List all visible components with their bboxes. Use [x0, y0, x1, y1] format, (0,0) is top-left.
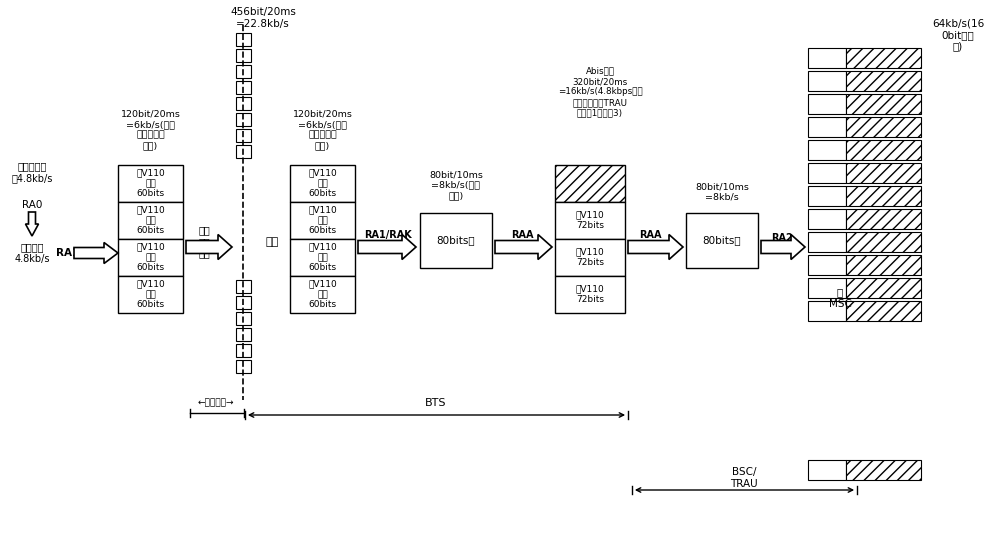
Bar: [808, 255, 846, 275]
Bar: [555, 239, 625, 276]
Bar: [290, 165, 355, 202]
Text: BTS: BTS: [425, 398, 447, 408]
Bar: [808, 48, 846, 68]
Bar: [846, 232, 921, 252]
Bar: [290, 239, 355, 276]
Text: 帧V110
72bits: 帧V110 72bits: [576, 248, 604, 267]
Bar: [290, 276, 355, 313]
Bar: [846, 94, 921, 114]
Bar: [236, 113, 251, 126]
Polygon shape: [358, 235, 416, 259]
Bar: [420, 213, 492, 268]
Bar: [555, 165, 625, 202]
Text: 80bits帧: 80bits帧: [703, 236, 741, 245]
Bar: [808, 71, 846, 91]
Polygon shape: [761, 235, 805, 259]
Text: ←空中接口→: ←空中接口→: [198, 398, 234, 408]
Bar: [236, 81, 251, 94]
Text: BSC/
TRAU: BSC/ TRAU: [730, 467, 758, 489]
Text: 去
MSC: 去 MSC: [829, 287, 851, 309]
Text: 帧V110
72bits: 帧V110 72bits: [576, 285, 604, 304]
Bar: [236, 280, 251, 293]
Text: RA0: RA0: [22, 200, 42, 210]
Text: Abis接口
320bit/20ms
=16kb/s(4.8kbps的用
户数据只占用TRAU
帧位置1和位置3): Abis接口 320bit/20ms =16kb/s(4.8kbps的用 户数据…: [558, 67, 642, 117]
Text: 帧V110
修正
60bits: 帧V110 修正 60bits: [136, 280, 165, 309]
Bar: [846, 255, 921, 275]
Polygon shape: [26, 212, 38, 236]
Text: 帧V110
修正
60bits: 帧V110 修正 60bits: [308, 169, 337, 198]
Bar: [808, 117, 846, 137]
Text: 80bits帧: 80bits帧: [437, 236, 475, 245]
Bar: [846, 71, 921, 91]
Bar: [236, 33, 251, 46]
Bar: [846, 48, 921, 68]
Text: 帧V110
修正
60bits: 帧V110 修正 60bits: [136, 169, 165, 198]
Bar: [846, 278, 921, 298]
Bar: [808, 301, 846, 321]
Bar: [236, 129, 251, 142]
Bar: [808, 209, 846, 229]
Bar: [236, 360, 251, 373]
Text: 120bit/20ms
=6kb/s(信道
解码器输出
速率): 120bit/20ms =6kb/s(信道 解码器输出 速率): [293, 110, 352, 150]
Text: RA2: RA2: [771, 233, 793, 243]
Bar: [808, 232, 846, 252]
Bar: [236, 296, 251, 309]
Bar: [846, 163, 921, 183]
Bar: [236, 65, 251, 78]
Bar: [118, 165, 183, 202]
Text: 帧V110
修正
60bits: 帧V110 修正 60bits: [308, 206, 337, 235]
Text: 帧V110
修正
60bits: 帧V110 修正 60bits: [308, 243, 337, 272]
Text: 120bit/20ms
=6kb/s(信道
编码器输入
速率): 120bit/20ms =6kb/s(信道 编码器输入 速率): [121, 110, 180, 150]
Bar: [290, 202, 355, 239]
Text: 译码: 译码: [265, 237, 279, 247]
Bar: [808, 460, 846, 480]
Polygon shape: [628, 235, 683, 259]
Bar: [236, 49, 251, 62]
Bar: [555, 202, 625, 239]
Bar: [118, 202, 183, 239]
Bar: [236, 344, 251, 357]
Text: RA1/RAK: RA1/RAK: [364, 230, 412, 240]
Text: 64kb/s(16
0bit数据
帧): 64kb/s(16 0bit数据 帧): [932, 18, 984, 52]
Text: 帧V110
72bits: 帧V110 72bits: [576, 211, 604, 230]
Bar: [846, 140, 921, 160]
Text: RAA: RAA: [511, 230, 533, 240]
Polygon shape: [74, 243, 118, 264]
Polygon shape: [495, 235, 552, 259]
Bar: [846, 301, 921, 321]
Text: 原始异步数
据4.8kb/s: 原始异步数 据4.8kb/s: [11, 161, 53, 183]
Bar: [808, 278, 846, 298]
Text: 80bit/10ms
=8kb/s(中间
速率): 80bit/10ms =8kb/s(中间 速率): [429, 170, 483, 200]
Bar: [846, 209, 921, 229]
Text: 帧V110
修正
60bits: 帧V110 修正 60bits: [136, 243, 165, 272]
Bar: [808, 94, 846, 114]
Text: RAA: RAA: [639, 230, 661, 240]
Bar: [118, 276, 183, 313]
Bar: [118, 239, 183, 276]
Bar: [236, 97, 251, 110]
Text: 帧V110
修正
60bits: 帧V110 修正 60bits: [308, 280, 337, 309]
Text: 456bit/20ms
=22.8kb/s: 456bit/20ms =22.8kb/s: [230, 7, 296, 29]
Text: 帧V110
修正
60bits: 帧V110 修正 60bits: [136, 206, 165, 235]
Bar: [236, 328, 251, 341]
Bar: [555, 276, 625, 313]
Bar: [846, 186, 921, 206]
Text: 同步数据
4.8kb/s: 同步数据 4.8kb/s: [14, 242, 50, 264]
Bar: [846, 460, 921, 480]
Polygon shape: [186, 235, 232, 259]
Text: 无线
界面
编码: 无线 界面 编码: [198, 226, 210, 259]
Text: RA1: RA1: [56, 248, 80, 258]
Bar: [808, 140, 846, 160]
Bar: [846, 117, 921, 137]
Bar: [236, 312, 251, 325]
Bar: [686, 213, 758, 268]
Bar: [808, 163, 846, 183]
Bar: [236, 145, 251, 158]
Text: 80bit/10ms
=8kb/s: 80bit/10ms =8kb/s: [695, 182, 749, 202]
Bar: [808, 186, 846, 206]
